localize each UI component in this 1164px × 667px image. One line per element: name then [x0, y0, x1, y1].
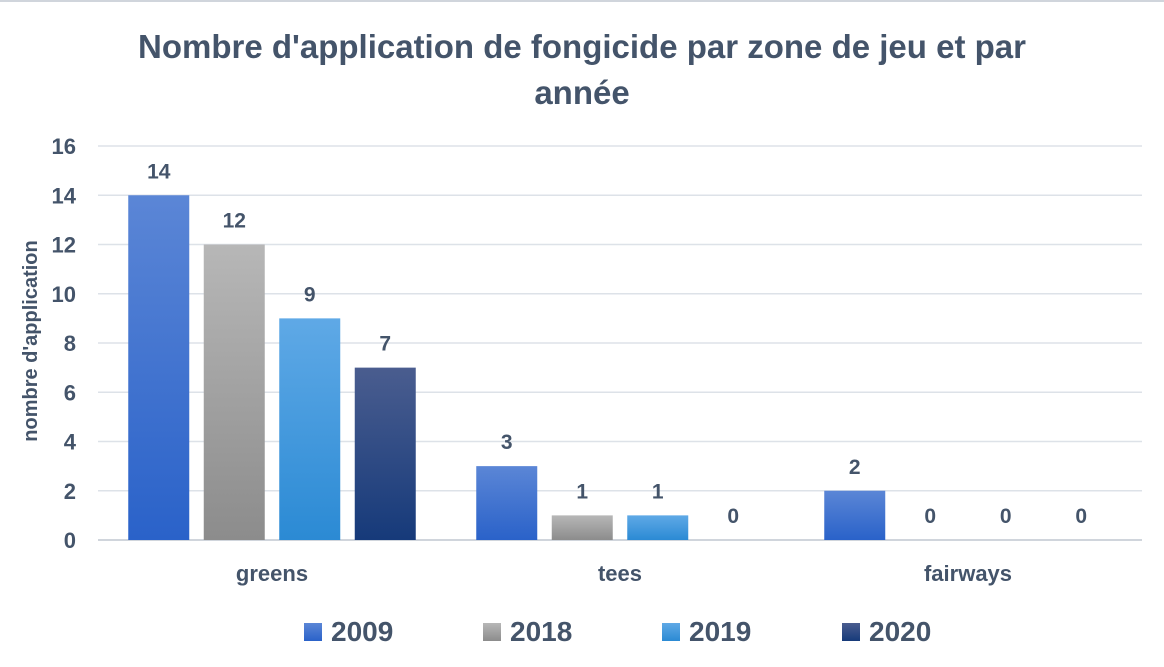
bar-greens-2019 — [279, 318, 341, 540]
data-label: 12 — [223, 210, 246, 233]
bar-greens-2018 — [203, 244, 265, 540]
legend-item-2020: 2020 — [842, 612, 931, 652]
legend-item-2019: 2019 — [662, 612, 751, 652]
data-label: 0 — [924, 505, 936, 528]
data-label: 0 — [1000, 505, 1012, 528]
data-label: 3 — [501, 431, 513, 454]
y-tick-label: 2 — [64, 479, 76, 504]
legend-swatch — [304, 623, 322, 641]
bar-tees-2018 — [551, 515, 613, 540]
legend-label: 2018 — [510, 616, 573, 647]
chart-title-line-1: Nombre d'application de fongicide par zo… — [138, 28, 1026, 65]
y-tick-label: 8 — [64, 331, 76, 356]
legend-label: 2020 — [869, 616, 932, 647]
legend-swatch — [483, 623, 501, 641]
bar-tees-2019 — [627, 515, 689, 540]
y-tick-label: 4 — [64, 430, 77, 455]
legend-swatch — [842, 623, 860, 641]
bar-greens-2009 — [128, 195, 190, 540]
y-tick-label: 6 — [64, 380, 76, 405]
data-label: 0 — [1075, 505, 1087, 528]
bar-fairways-2009 — [824, 490, 886, 540]
bar-greens-2020 — [354, 367, 416, 540]
legend-item-2009: 2009 — [304, 612, 393, 652]
x-category-label: greens — [236, 561, 308, 586]
data-label: 1 — [652, 480, 664, 503]
data-label: 0 — [727, 505, 739, 528]
data-label: 14 — [147, 160, 171, 183]
data-label: 7 — [379, 333, 391, 356]
y-axis-label: nombre d'application — [20, 240, 42, 441]
y-tick-label: 12 — [52, 233, 76, 258]
legend-swatch — [662, 623, 680, 641]
y-tick-label: 14 — [52, 183, 77, 208]
x-category-label: tees — [598, 561, 642, 586]
y-tick-label: 16 — [52, 134, 76, 159]
legend-item-2018: 2018 — [483, 612, 572, 652]
x-category-label: fairways — [924, 561, 1012, 586]
y-tick-label: 0 — [64, 528, 76, 553]
y-tick-label: 10 — [52, 282, 76, 307]
legend: 2009 2018 2019 2020 — [0, 612, 1164, 652]
chart-title: Nombre d'application de fongicide par zo… — [0, 24, 1164, 116]
legend-label: 2009 — [331, 616, 394, 647]
chart-title-line-2: année — [534, 74, 630, 111]
legend-label: 2019 — [689, 616, 752, 647]
data-label: 9 — [304, 283, 316, 306]
data-label: 1 — [576, 480, 588, 503]
top-border — [0, 0, 1164, 2]
bar-tees-2009 — [476, 466, 538, 540]
data-label: 2 — [849, 456, 861, 479]
